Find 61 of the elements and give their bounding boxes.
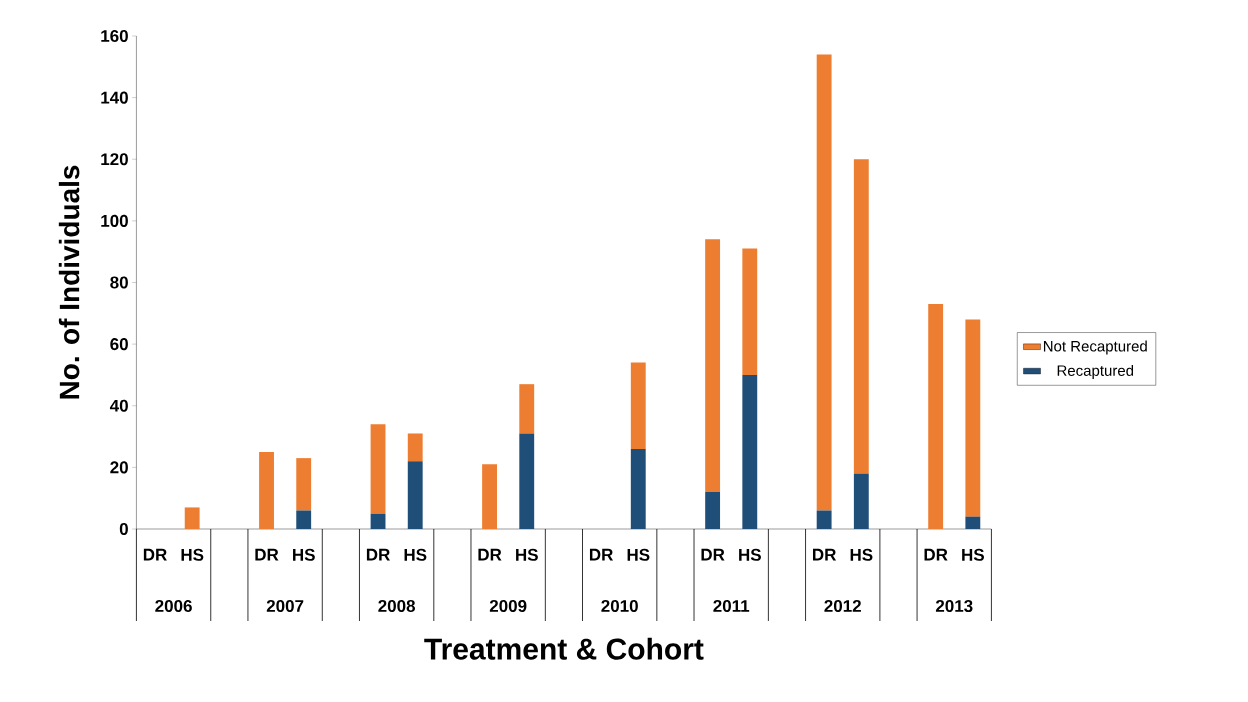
bar <box>816 54 832 511</box>
text: 2008 <box>378 599 416 613</box>
bar <box>407 461 423 529</box>
bar <box>259 451 274 529</box>
x-tick-label: DR <box>589 548 614 561</box>
text: 2013 <box>935 599 973 613</box>
x-tick-label: HS <box>850 548 873 561</box>
y-tick-label: 160 <box>101 29 128 43</box>
y-tick-label: 140 <box>101 91 128 104</box>
x-tick-label: DR <box>701 548 725 561</box>
bar <box>853 159 869 474</box>
legend-label: Recaptured <box>1057 364 1134 379</box>
bar <box>184 507 200 529</box>
x-tick-label: HS <box>516 548 538 561</box>
bar <box>705 239 721 493</box>
bar <box>742 374 758 529</box>
bar <box>705 492 721 529</box>
bar <box>630 448 646 529</box>
bar <box>965 516 981 529</box>
y-tick-label: 120 <box>101 153 128 166</box>
text: 2012 <box>824 599 861 613</box>
y-tick-label: 0 <box>119 522 128 536</box>
bar <box>519 384 535 434</box>
bar <box>965 319 981 517</box>
x-tick-label: DR <box>924 548 948 561</box>
bar <box>816 510 832 529</box>
y-tick-label: 20 <box>110 461 128 474</box>
x-tick-label: HS <box>962 548 984 561</box>
legend-label: Not Recaptured <box>1043 340 1147 355</box>
text: 2011 <box>713 599 750 613</box>
y-tick-label: 60 <box>110 338 128 351</box>
bar <box>630 362 646 449</box>
y-tick-label: 40 <box>109 399 128 412</box>
text: 2007 <box>266 599 304 613</box>
x-tick-label: HS <box>181 548 204 561</box>
bar <box>370 513 386 529</box>
x-tick-label: HS <box>293 548 315 561</box>
x-tick-label: DR <box>143 548 167 561</box>
x-tick-label: DR <box>255 548 279 561</box>
x-axis-title: Treatment & Cohort <box>424 637 704 660</box>
text: 2010 <box>601 599 638 613</box>
x-tick-label: HS <box>404 548 427 561</box>
bar <box>296 458 312 511</box>
text: 2009 <box>489 599 527 613</box>
x-tick-label: DR <box>366 548 390 561</box>
bar <box>853 473 869 529</box>
x-tick-label: HS <box>739 548 761 561</box>
bar <box>296 510 312 529</box>
y-axis-title: No. of Individuals <box>58 165 80 399</box>
bar <box>370 424 386 514</box>
y-tick-label: 100 <box>101 214 128 227</box>
bar <box>407 433 423 462</box>
bar <box>519 433 535 529</box>
x-tick-label: DR <box>813 548 837 561</box>
bar <box>742 248 758 375</box>
x-tick-label: HS <box>627 548 650 561</box>
y-tick-label: 80 <box>110 276 128 289</box>
x-tick-label: DR <box>478 548 502 561</box>
bar <box>928 304 944 529</box>
bar <box>482 464 497 529</box>
text: 2006 <box>155 599 192 613</box>
